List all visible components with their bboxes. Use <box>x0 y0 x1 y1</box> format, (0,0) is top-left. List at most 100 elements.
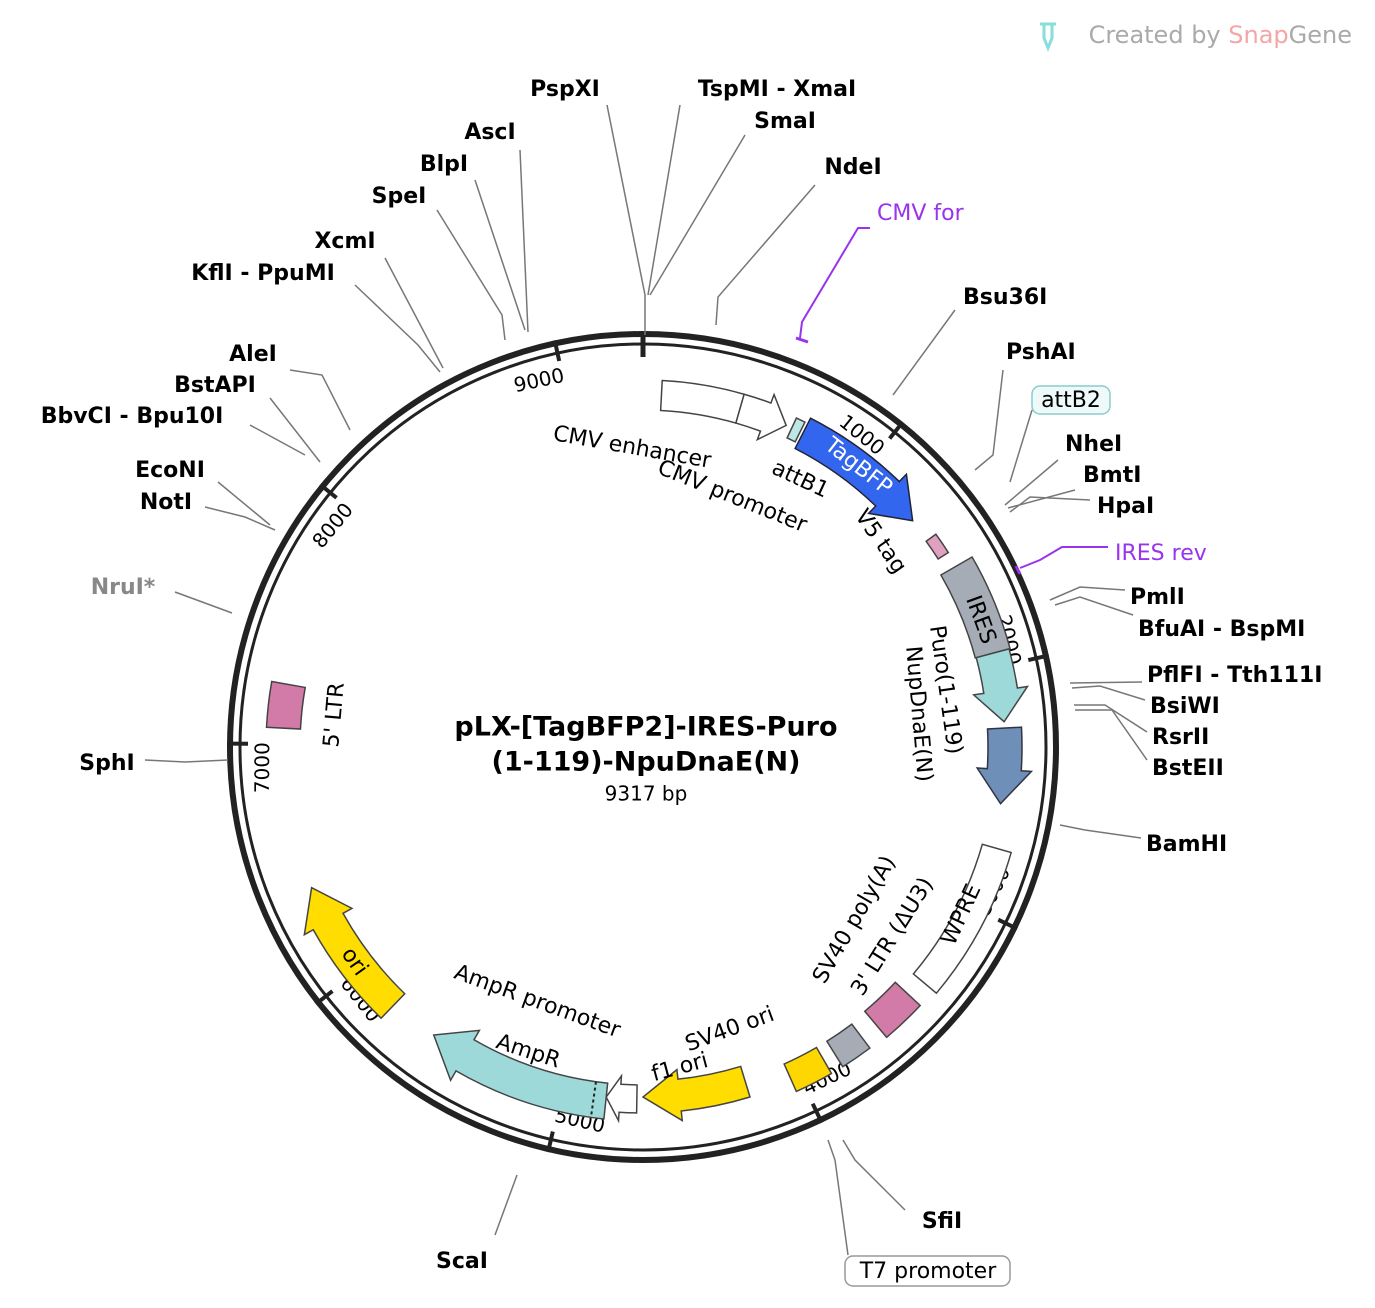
enzyme-leader <box>842 1139 906 1211</box>
feature-shape <box>912 843 1013 995</box>
enzyme-label: BfuAI - BspMI <box>1138 617 1305 642</box>
feature-shape <box>641 1065 751 1122</box>
logo <box>1040 22 1056 53</box>
enzyme-label: BamHI <box>1146 832 1227 857</box>
enzyme-leader <box>249 424 306 456</box>
enzyme-label: SphI <box>79 751 134 776</box>
feature-shape <box>734 392 788 442</box>
enzyme-leader <box>1074 704 1148 733</box>
feature-box <box>1031 385 1111 415</box>
primer-mark <box>795 336 809 344</box>
feature-label: 5' LTR <box>319 681 350 748</box>
enzyme-label: BstEII <box>1152 756 1224 781</box>
enzyme-label: BstAPI <box>174 373 256 398</box>
enzyme-label: HpaI <box>1097 494 1154 519</box>
enzyme-leader <box>1075 709 1148 761</box>
feature-shape <box>794 417 914 522</box>
feature-shape <box>786 417 806 443</box>
enzyme-leader <box>494 1174 518 1236</box>
enzyme-label: XcmI <box>314 229 375 254</box>
feature-shape <box>303 886 406 1020</box>
primer-mark <box>1014 565 1022 575</box>
feature-divider <box>589 1081 597 1118</box>
enzyme-leader <box>289 369 351 431</box>
tick-mark <box>552 340 562 362</box>
feature-shape <box>863 981 922 1039</box>
enzyme-leader <box>1009 496 1091 513</box>
enzyme-leader <box>384 257 444 369</box>
enzyme-leader <box>1054 596 1134 616</box>
watermark-brand: Snap <box>1228 21 1288 49</box>
feature-label: SV40 ori <box>682 1002 778 1057</box>
enzyme-leader <box>436 209 506 341</box>
enzyme-label: PshAI <box>1006 340 1076 365</box>
tick-label: 7000 <box>250 742 274 793</box>
enzyme-leader <box>892 309 956 396</box>
feature-shape <box>265 680 307 730</box>
feature-shape <box>972 647 1030 723</box>
enzyme-leader <box>144 759 229 763</box>
watermark-brand: Gene <box>1289 21 1352 49</box>
tick-mark <box>888 420 905 440</box>
enzyme-label: EcoNI <box>135 458 205 483</box>
enzyme-leader <box>474 179 526 331</box>
tick-label: 8000 <box>307 498 358 553</box>
enzyme-label: AscI <box>464 120 515 145</box>
enzyme-leader <box>1004 459 1059 506</box>
primer-leader <box>1019 546 1108 569</box>
enzyme-leader <box>354 284 441 373</box>
enzyme-label: TspMI - XmaI <box>698 77 856 102</box>
feature-shape <box>659 379 746 424</box>
enzyme-label: BmtI <box>1083 463 1141 488</box>
feature-shape <box>783 1046 833 1093</box>
enzyme-label: KflI - PpuMI <box>191 261 335 286</box>
primer-label: IRES rev <box>1115 541 1207 566</box>
feature-box <box>844 1255 1011 1287</box>
watermark: Created by SnapGene <box>1089 21 1352 49</box>
tick-mark <box>546 1131 555 1153</box>
primer-label: CMV for <box>877 201 965 226</box>
watermark-prefix: Created by <box>1089 21 1221 49</box>
enzyme-label: NotI <box>140 490 192 515</box>
enzyme-label: NheI <box>1065 432 1122 457</box>
enzyme-leader <box>1049 586 1126 601</box>
feature-label: T7 promoter <box>859 1259 997 1284</box>
feature-shape <box>925 533 950 560</box>
enzyme-label: BbvCI - Bpu10I <box>41 404 224 429</box>
tick-mark <box>318 483 338 500</box>
enzyme-label: Bsu36I <box>963 285 1047 310</box>
enzyme-label: PmlI <box>1130 585 1185 610</box>
tick-label: 9000 <box>511 363 566 397</box>
enzyme-leader <box>606 104 646 335</box>
enzyme-leader <box>204 506 276 531</box>
tick-mark <box>810 1102 824 1124</box>
feature-leader <box>1009 409 1033 483</box>
enzyme-label: AleI <box>229 342 277 367</box>
enzyme-leader <box>1071 685 1146 701</box>
enzyme-label: SpeI <box>372 184 427 209</box>
enzyme-label: SmaI <box>754 109 816 134</box>
primer-leader <box>799 227 870 339</box>
enzyme-label: PflFI - Tth111I <box>1147 663 1322 688</box>
enzyme-leader <box>1059 824 1142 839</box>
enzyme-label: BsiWI <box>1150 694 1220 719</box>
enzyme-leader <box>715 184 816 326</box>
enzyme-label: NdeI <box>824 155 881 180</box>
feature-leader <box>827 1139 849 1256</box>
tick-mark <box>1027 653 1050 662</box>
plasmid-name: (1-119)-NpuDnaE(N) <box>492 747 801 778</box>
feature-shape <box>825 1023 871 1068</box>
enzyme-leader <box>269 397 321 463</box>
tick-mark <box>997 917 1019 931</box>
plasmid-length: 9317 bp <box>605 782 688 806</box>
enzyme-leader <box>1069 681 1143 684</box>
enzyme-leader <box>649 134 746 296</box>
enzyme-leader <box>519 149 529 333</box>
enzyme-leader <box>174 591 233 614</box>
enzyme-label: NruI* <box>91 575 156 600</box>
feature-shape <box>975 726 1034 805</box>
enzyme-label: SfiI <box>922 1209 962 1234</box>
feature-label: attB2 <box>1041 388 1101 413</box>
feature-shape <box>605 1073 638 1124</box>
enzyme-leader <box>974 369 1004 471</box>
